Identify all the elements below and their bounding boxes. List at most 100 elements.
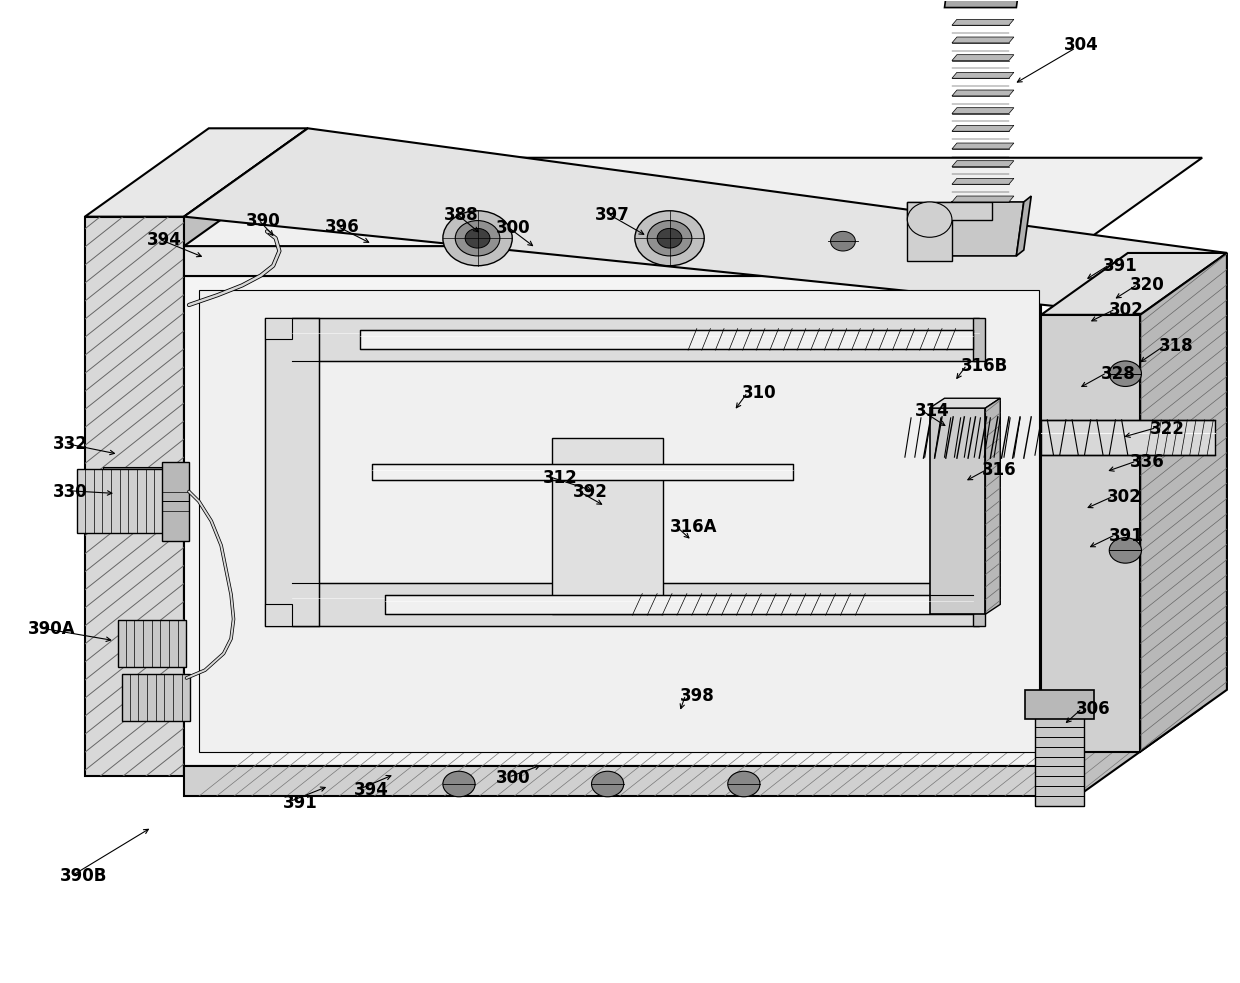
Text: 320: 320 — [1131, 276, 1166, 294]
Polygon shape — [184, 246, 1079, 275]
Polygon shape — [952, 178, 1014, 184]
Circle shape — [1110, 538, 1142, 563]
Polygon shape — [552, 437, 663, 614]
Circle shape — [443, 210, 512, 265]
Text: 316A: 316A — [670, 518, 717, 536]
Text: 328: 328 — [1101, 365, 1136, 382]
Polygon shape — [122, 674, 190, 722]
Polygon shape — [945, 0, 1022, 8]
Text: 392: 392 — [573, 484, 608, 501]
Circle shape — [728, 772, 760, 797]
Polygon shape — [184, 129, 1226, 315]
Text: 394: 394 — [146, 231, 182, 250]
Polygon shape — [1141, 253, 1226, 752]
Polygon shape — [952, 37, 1014, 43]
Text: 306: 306 — [1076, 701, 1111, 719]
Text: 390: 390 — [246, 211, 280, 230]
Polygon shape — [952, 160, 1014, 166]
Circle shape — [908, 202, 952, 237]
Text: 388: 388 — [444, 205, 479, 224]
Text: 316: 316 — [982, 461, 1017, 479]
Polygon shape — [1141, 253, 1226, 752]
Circle shape — [455, 220, 500, 256]
Polygon shape — [184, 708, 1202, 796]
Polygon shape — [264, 318, 291, 339]
Text: 391: 391 — [1110, 527, 1145, 545]
Polygon shape — [264, 318, 319, 626]
Polygon shape — [930, 398, 1001, 408]
Text: 390A: 390A — [29, 620, 76, 638]
Circle shape — [831, 231, 856, 251]
Text: 398: 398 — [680, 687, 714, 705]
Circle shape — [635, 210, 704, 265]
Circle shape — [465, 228, 490, 248]
Text: 330: 330 — [53, 483, 88, 500]
Polygon shape — [118, 620, 186, 667]
Polygon shape — [291, 583, 980, 626]
Polygon shape — [908, 202, 992, 219]
Text: 300: 300 — [496, 769, 531, 787]
Polygon shape — [952, 126, 1014, 132]
Polygon shape — [184, 275, 1042, 767]
Text: 332: 332 — [53, 435, 88, 453]
Circle shape — [657, 228, 682, 248]
Text: 316B: 316B — [961, 357, 1008, 375]
Polygon shape — [1042, 420, 1214, 455]
Text: 396: 396 — [325, 218, 360, 237]
Text: 322: 322 — [1151, 420, 1185, 437]
Polygon shape — [952, 108, 1014, 114]
Polygon shape — [908, 202, 952, 260]
Polygon shape — [973, 583, 986, 626]
Polygon shape — [986, 398, 1001, 614]
Text: 397: 397 — [595, 205, 630, 224]
Text: 314: 314 — [915, 402, 950, 420]
Polygon shape — [103, 467, 165, 516]
Polygon shape — [973, 318, 986, 361]
Polygon shape — [952, 144, 1014, 148]
Polygon shape — [198, 290, 1039, 752]
Text: 391: 391 — [283, 793, 317, 812]
Text: 310: 310 — [742, 384, 776, 402]
Text: 302: 302 — [1107, 489, 1142, 506]
Polygon shape — [930, 408, 986, 614]
Polygon shape — [264, 605, 291, 626]
Text: 304: 304 — [1064, 35, 1099, 54]
Text: 300: 300 — [496, 219, 531, 238]
Text: 318: 318 — [1159, 337, 1193, 355]
Polygon shape — [184, 708, 1202, 796]
Circle shape — [591, 772, 624, 797]
Polygon shape — [84, 129, 308, 216]
Polygon shape — [1042, 315, 1141, 752]
Polygon shape — [384, 595, 973, 614]
Circle shape — [1110, 361, 1142, 386]
Polygon shape — [291, 318, 980, 361]
Text: 390B: 390B — [61, 867, 108, 886]
Polygon shape — [84, 216, 184, 777]
Circle shape — [119, 480, 149, 503]
Polygon shape — [184, 157, 1202, 246]
Text: 302: 302 — [1110, 301, 1145, 318]
Polygon shape — [84, 216, 184, 777]
Polygon shape — [952, 196, 1014, 202]
Polygon shape — [1035, 718, 1085, 806]
Polygon shape — [945, 202, 1024, 256]
Polygon shape — [1025, 690, 1095, 720]
Text: 394: 394 — [353, 781, 388, 799]
Polygon shape — [952, 90, 1014, 96]
Polygon shape — [184, 767, 1079, 796]
Polygon shape — [77, 470, 164, 533]
Polygon shape — [184, 129, 308, 777]
Circle shape — [443, 772, 475, 797]
Text: 312: 312 — [543, 469, 578, 487]
Text: 391: 391 — [1104, 257, 1138, 274]
Polygon shape — [360, 329, 973, 349]
Text: 336: 336 — [1131, 453, 1166, 471]
Polygon shape — [1042, 253, 1226, 315]
Polygon shape — [986, 398, 1001, 614]
Polygon shape — [952, 73, 1014, 79]
Polygon shape — [952, 55, 1014, 61]
Polygon shape — [952, 20, 1014, 26]
Polygon shape — [161, 462, 188, 541]
Polygon shape — [372, 464, 794, 480]
Polygon shape — [1017, 196, 1032, 256]
